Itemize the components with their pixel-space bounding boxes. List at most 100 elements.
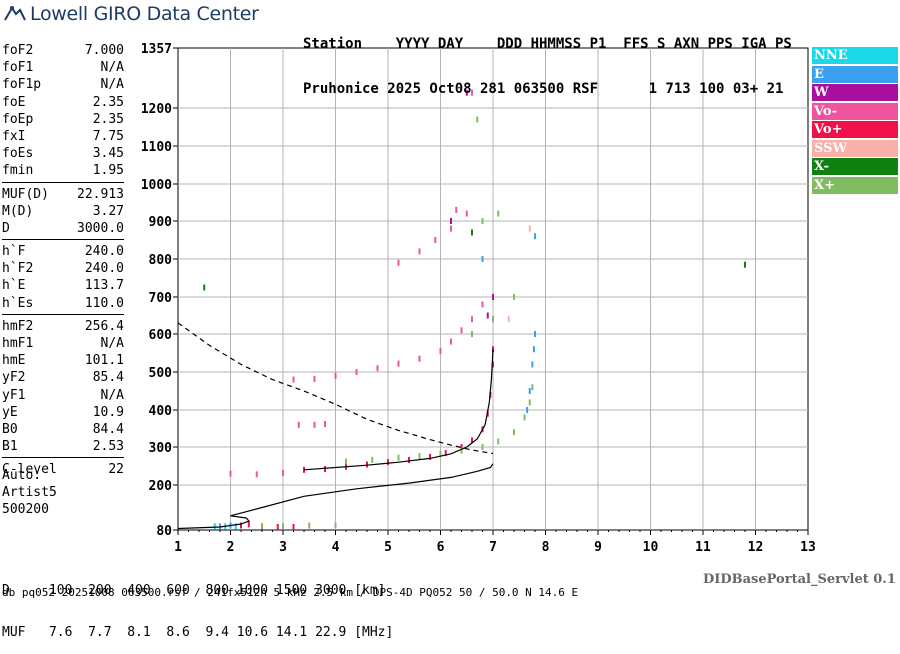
parameter-name: foF2 xyxy=(2,43,34,58)
y-tick-label: 500 xyxy=(149,366,173,381)
parameter-row: fxI 7.75 xyxy=(2,128,124,145)
parameter-value: 1.95 xyxy=(92,163,124,179)
echo-point xyxy=(397,360,400,367)
echo-point xyxy=(444,450,447,457)
distance-row: D 100 200 400 600 800 1000 1500 3000 [km… xyxy=(2,583,386,598)
echo-point xyxy=(292,376,295,383)
parameter-name: B0 xyxy=(2,421,18,437)
parameter-value: N/A xyxy=(100,77,124,93)
echo-point xyxy=(492,316,494,323)
parameter-value: 22.913 xyxy=(77,186,124,202)
parameter-row: D 3000.0 xyxy=(2,220,124,237)
parameter-value: 113.7 xyxy=(84,278,124,294)
x-tick-label: 8 xyxy=(542,540,550,555)
parameter-value: 84.4 xyxy=(92,421,124,437)
parameter-row: foF1 N/A xyxy=(2,59,124,76)
parameter-name: h`E xyxy=(2,278,26,294)
y-tick-label: 600 xyxy=(149,328,173,343)
echo-point xyxy=(418,248,421,255)
parameter-value: 101.1 xyxy=(84,353,124,369)
echo-point xyxy=(387,459,389,466)
legend-item: NNE xyxy=(812,47,898,64)
x-tick-label: 4 xyxy=(332,540,340,555)
parameter-row: B0 84.4 xyxy=(2,421,124,438)
parameter-value: 240.0 xyxy=(84,261,124,277)
parameter-row: foEs 3.45 xyxy=(2,145,124,162)
y-tick-label: 1000 xyxy=(141,178,172,193)
echo-point xyxy=(397,454,400,461)
parameter-row: h`E 113.7 xyxy=(2,277,124,294)
echo-point xyxy=(324,421,326,428)
echo-point xyxy=(471,331,473,337)
x-tick-label: 1 xyxy=(174,540,182,555)
echo-point xyxy=(465,89,468,96)
parameter-value: 2.35 xyxy=(92,94,124,110)
echo-point xyxy=(476,116,479,123)
echo-point xyxy=(460,444,463,450)
legend-item: X+ xyxy=(812,176,898,194)
echo-point xyxy=(397,259,400,266)
muf-row: MUF 7.6 7.7 8.1 8.6 9.4 10.6 14.1 22.9 [… xyxy=(2,625,394,640)
parameter-name: hmF2 xyxy=(2,318,34,334)
auto-version: 500200 xyxy=(2,502,49,517)
parameter-value: N/A xyxy=(100,60,124,76)
echo-point xyxy=(219,523,221,530)
x-tick-label: 6 xyxy=(437,540,445,555)
echo-point xyxy=(481,256,484,262)
parameter-value: 110.0 xyxy=(84,295,124,311)
portal-label: DIDBasePortal_Servlet 0.1 xyxy=(703,572,896,587)
parameter-value: 3.45 xyxy=(92,146,124,162)
parameter-row: B1 2.53 xyxy=(2,438,124,455)
parameter-row: foF2 7.000 xyxy=(2,42,124,59)
logo: Lowell GIRO Data Center xyxy=(3,3,259,25)
echo-point xyxy=(528,225,531,232)
echo-point xyxy=(465,210,468,217)
parameter-value: 85.4 xyxy=(92,370,124,386)
parameter-row: foE 2.35 xyxy=(2,94,124,111)
echo-point xyxy=(507,316,510,323)
parameter-separator xyxy=(2,181,124,183)
x-tick-label: 2 xyxy=(227,540,235,555)
x-tick-label: 5 xyxy=(384,540,392,555)
echo-point xyxy=(276,524,279,530)
echo-point xyxy=(497,438,500,445)
y-tick-label: 1100 xyxy=(141,140,172,155)
parameter-row: C-level 22 xyxy=(2,461,124,478)
y-tick-label: 80 xyxy=(156,524,172,539)
echo-point xyxy=(450,225,452,232)
parameter-value: 10.9 xyxy=(92,404,124,420)
parameter-row: h`F 240.0 xyxy=(2,243,124,260)
parameter-row: foF1p N/A xyxy=(2,76,124,93)
echo-point xyxy=(366,461,368,468)
header-line-1: Station YYYY DAY DDD HHMMSS P1 FFS S AXN… xyxy=(303,36,792,52)
parameter-name: hmE xyxy=(2,353,26,369)
y-tick-label: 800 xyxy=(149,253,173,268)
echo-point xyxy=(297,421,300,428)
station-header: Station YYYY DAY DDD HHMMSS P1 FFS S AXN… xyxy=(303,7,792,112)
x-tick-label: 9 xyxy=(594,540,602,555)
x-tick-label: 11 xyxy=(695,540,711,555)
parameter-name: yF1 xyxy=(2,387,26,403)
echo-point xyxy=(460,327,463,334)
echo-point xyxy=(408,456,410,463)
legend-item: Vo- xyxy=(812,102,898,120)
echo-point xyxy=(213,523,216,530)
parameter-value: N/A xyxy=(100,387,124,403)
parameter-name: yF2 xyxy=(2,370,26,386)
echo-point xyxy=(418,453,421,460)
x-tick-label: 12 xyxy=(748,540,764,555)
echo-point xyxy=(313,421,316,428)
y-tick-label: 300 xyxy=(149,441,173,456)
parameter-value: 7.000 xyxy=(84,43,124,58)
echo-point xyxy=(526,407,529,413)
echo-point xyxy=(532,346,535,353)
parameter-row: M(D) 3.27 xyxy=(2,203,124,220)
legend-item: X- xyxy=(812,158,898,175)
parameter-name: B1 xyxy=(2,439,18,455)
parameter-value: 22 xyxy=(108,462,124,478)
echo-point xyxy=(229,470,232,477)
parameter-value: 2.53 xyxy=(92,439,124,455)
legend-item: SSW xyxy=(812,139,898,157)
parameter-name: C-level xyxy=(2,462,57,478)
echo-point xyxy=(523,414,526,421)
